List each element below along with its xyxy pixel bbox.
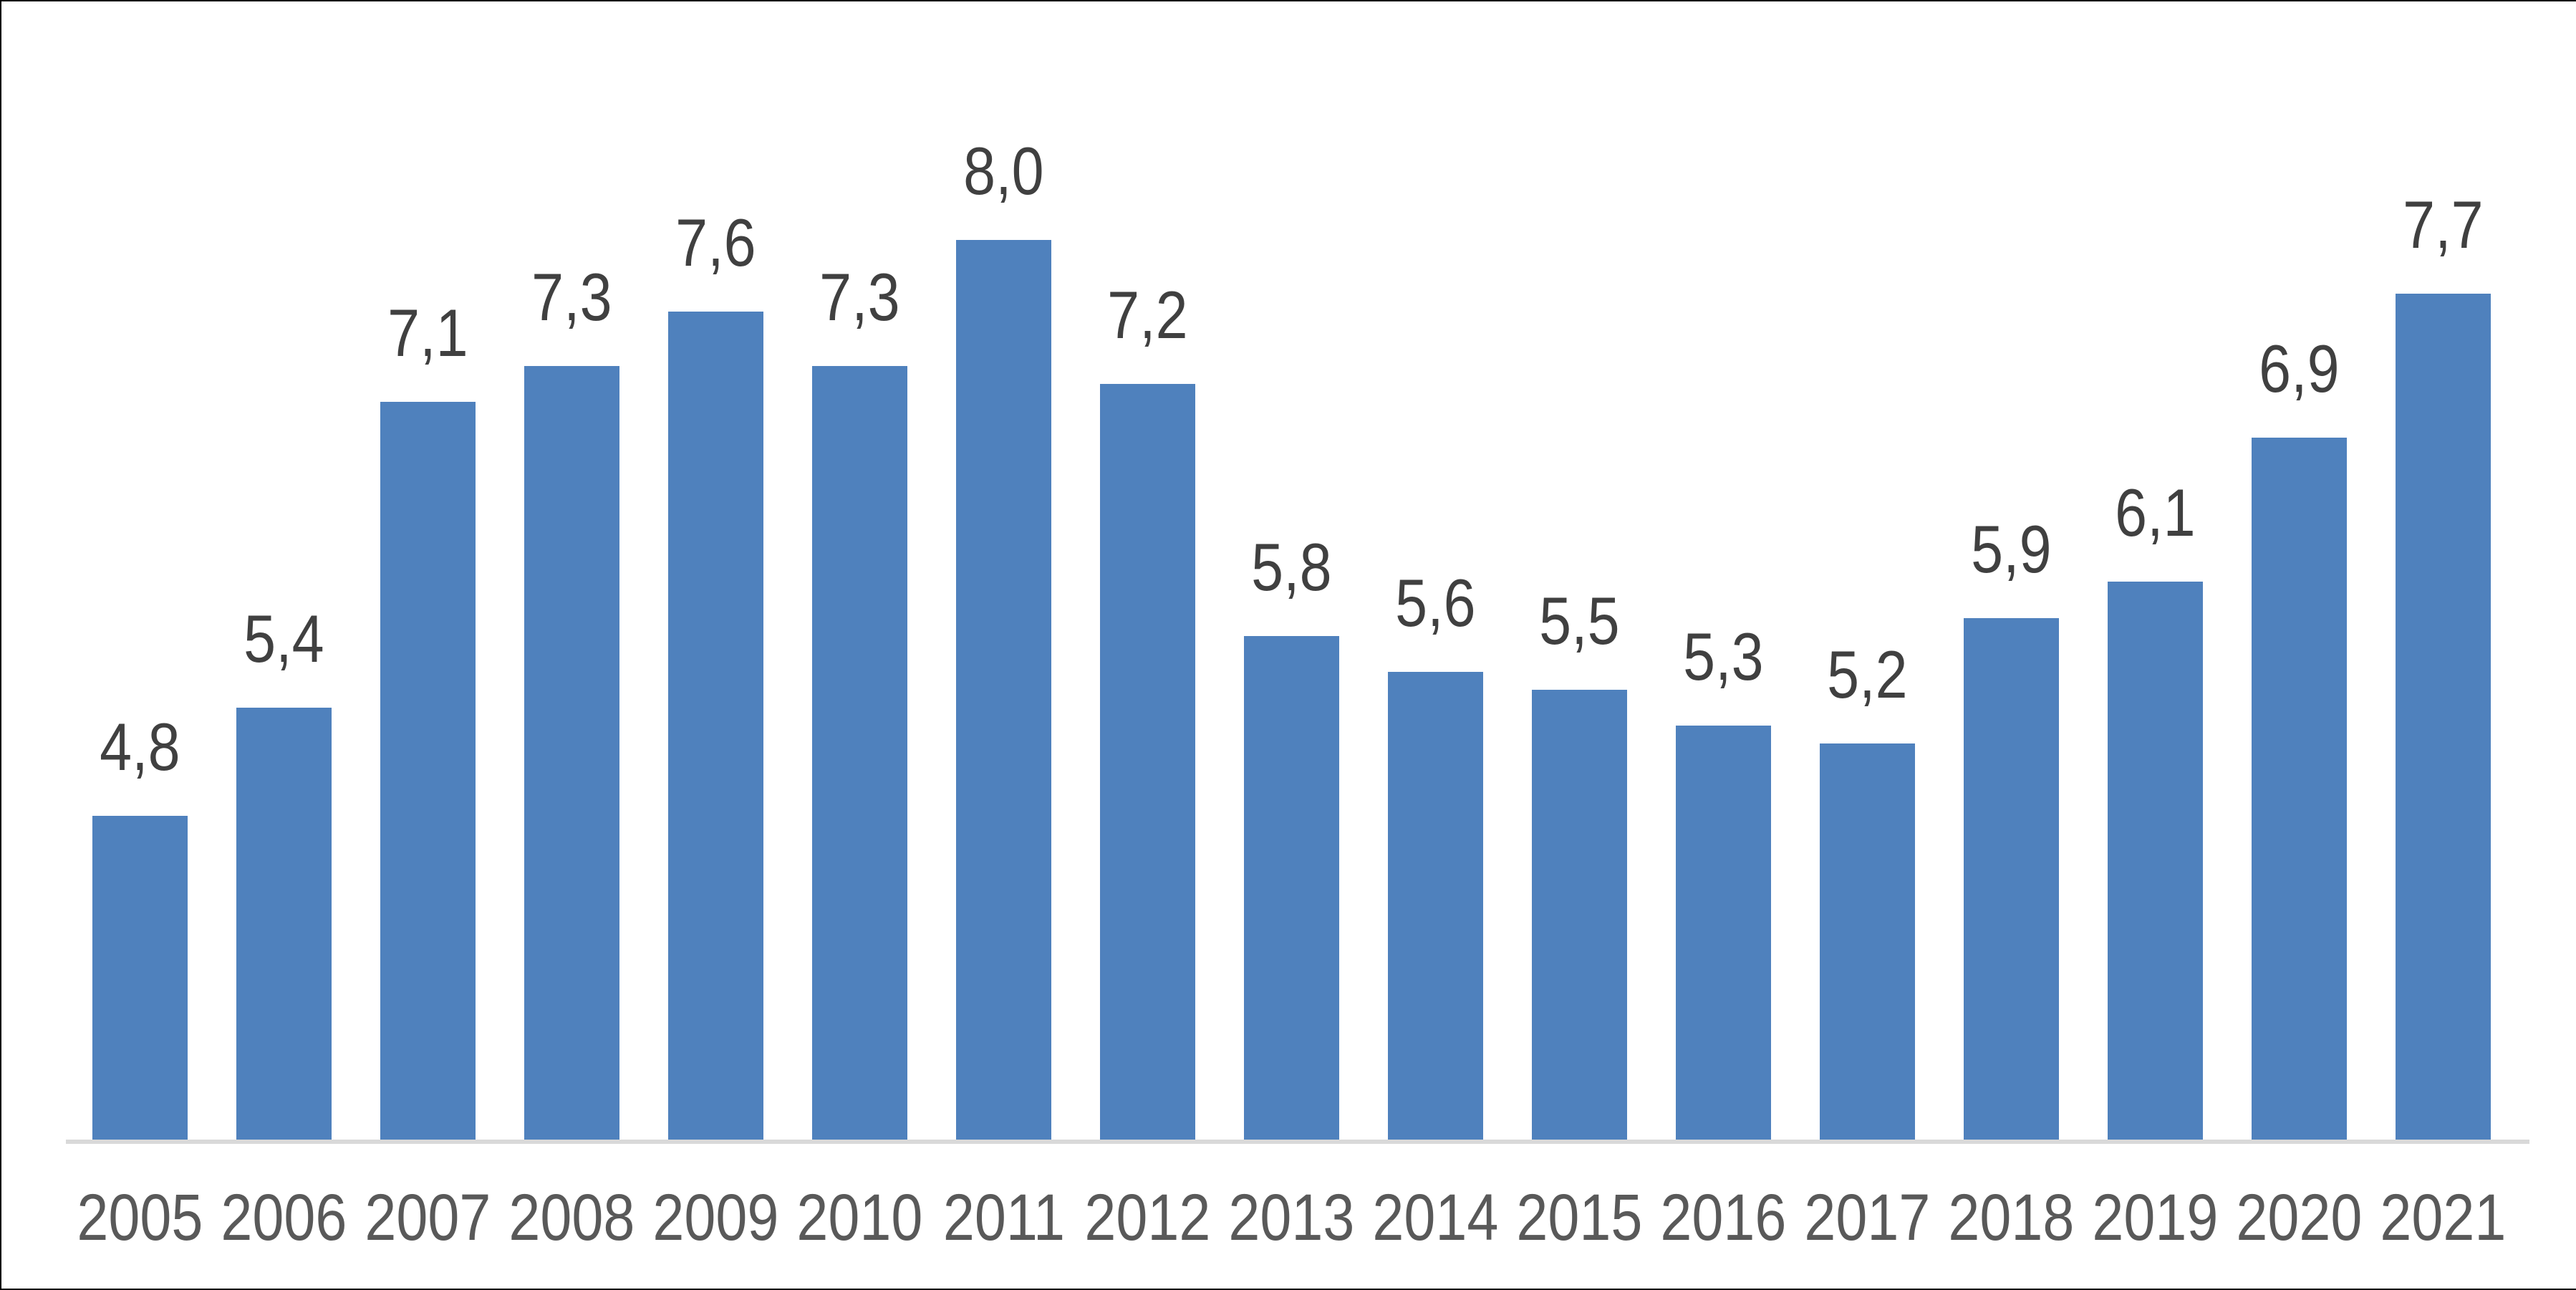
bar-value-label: 5,3 (1631, 622, 1817, 693)
bar (1100, 384, 1195, 1140)
x-axis-tick-label: 2007 (335, 1183, 521, 1253)
bar (1964, 618, 2059, 1140)
x-axis-tick-label: 2015 (1487, 1183, 1673, 1253)
x-axis-tick-label: 2014 (1343, 1183, 1529, 1253)
x-axis-tick-text: 2020 (2236, 1181, 2363, 1254)
x-axis-tick-text: 2006 (221, 1181, 347, 1254)
bar-value-label: 5,2 (1775, 640, 1961, 711)
x-axis-tick-text: 2010 (796, 1181, 923, 1254)
x-axis-tick-text: 2009 (652, 1181, 779, 1254)
x-axis-tick-text: 2014 (1372, 1181, 1499, 1254)
bar-value-label: 7,3 (479, 262, 665, 333)
x-axis-tick-text: 2017 (1804, 1181, 1931, 1254)
bar-value-label: 7,6 (623, 208, 809, 279)
bar (1388, 672, 1483, 1140)
x-axis-tick-label: 2018 (1919, 1183, 2105, 1253)
bar (1676, 726, 1771, 1140)
x-axis-tick-text: 2013 (1228, 1181, 1355, 1254)
bar-value-text: 5,6 (1395, 565, 1476, 641)
bar-value-text: 7,2 (1107, 277, 1188, 353)
bar (812, 366, 907, 1140)
bar-value-text: 5,2 (1827, 637, 1908, 713)
x-axis-tick-text: 2015 (1516, 1181, 1643, 1254)
x-axis-tick-text: 2008 (508, 1181, 635, 1254)
x-axis-tick-label: 2005 (47, 1183, 233, 1253)
bar-value-text: 6,1 (2115, 475, 2196, 551)
bar-value-text: 6,9 (2259, 331, 2340, 407)
x-axis-tick-label: 2006 (191, 1183, 377, 1253)
bar-value-label: 7,1 (335, 298, 521, 369)
bar (956, 240, 1051, 1140)
x-axis-tick-label: 2010 (767, 1183, 953, 1253)
bar (236, 708, 332, 1140)
bar-value-label: 7,7 (2350, 190, 2537, 261)
x-axis-tick-text: 2011 (942, 1181, 1065, 1254)
bar (92, 816, 188, 1140)
bar-value-text: 5,5 (1539, 583, 1620, 659)
x-axis-tick-label: 2021 (2350, 1183, 2537, 1253)
bar (668, 312, 763, 1140)
bar-value-text: 8,0 (963, 133, 1044, 209)
bar-value-text: 7,1 (387, 295, 468, 371)
bar-value-label: 7,3 (767, 262, 953, 333)
x-axis-tick-label: 2011 (911, 1183, 1097, 1253)
x-axis-tick-text: 2016 (1660, 1181, 1787, 1254)
bar (1820, 743, 1915, 1140)
x-axis-tick-label: 2019 (2063, 1183, 2249, 1253)
bar-value-text: 5,4 (243, 601, 324, 677)
x-axis-line (66, 1140, 2529, 1144)
x-axis-tick-text: 2019 (2092, 1181, 2219, 1254)
bar-value-text: 7,6 (675, 205, 756, 281)
bar-value-label: 4,8 (47, 712, 233, 783)
bar (2252, 438, 2347, 1140)
bar (524, 366, 619, 1140)
bar (1532, 690, 1627, 1140)
x-axis-tick-text: 2005 (77, 1181, 203, 1254)
x-axis-tick-label: 2016 (1631, 1183, 1817, 1253)
x-axis-tick-label: 2017 (1775, 1183, 1961, 1253)
x-axis-tick-label: 2013 (1199, 1183, 1385, 1253)
bar-value-label: 6,9 (2206, 334, 2393, 405)
bar-value-text: 5,3 (1683, 619, 1764, 695)
bar (1244, 636, 1339, 1140)
x-axis-tick-label: 2009 (623, 1183, 809, 1253)
bar-value-text: 4,8 (100, 709, 180, 785)
bar-value-label: 5,4 (191, 604, 377, 675)
x-axis-tick-text: 2012 (1084, 1181, 1211, 1254)
x-axis-tick-label: 2012 (1055, 1183, 1241, 1253)
bar-value-label: 6,1 (2063, 478, 2249, 549)
bar-value-text: 5,8 (1251, 529, 1332, 605)
bar-value-label: 7,2 (1055, 280, 1241, 351)
bar-value-label: 8,0 (911, 136, 1097, 207)
bar-value-label: 5,6 (1343, 568, 1529, 639)
bar-value-text: 7,3 (819, 259, 900, 335)
bar (380, 402, 476, 1140)
bar (2108, 582, 2203, 1140)
x-axis-tick-label: 2008 (479, 1183, 665, 1253)
bar-value-label: 5,5 (1487, 586, 1673, 657)
bar (2396, 294, 2491, 1140)
x-axis-tick-text: 2021 (2380, 1181, 2507, 1254)
bar-value-text: 7,3 (531, 259, 612, 335)
x-axis-tick-text: 2007 (365, 1181, 491, 1254)
bar-value-text: 5,9 (1971, 511, 2052, 587)
bar-value-label: 5,8 (1199, 532, 1385, 603)
bar-value-text: 7,7 (2403, 187, 2484, 263)
x-axis-tick-text: 2018 (1948, 1181, 2075, 1254)
bar-value-label: 5,9 (1919, 514, 2105, 585)
x-axis-tick-label: 2020 (2206, 1183, 2393, 1253)
